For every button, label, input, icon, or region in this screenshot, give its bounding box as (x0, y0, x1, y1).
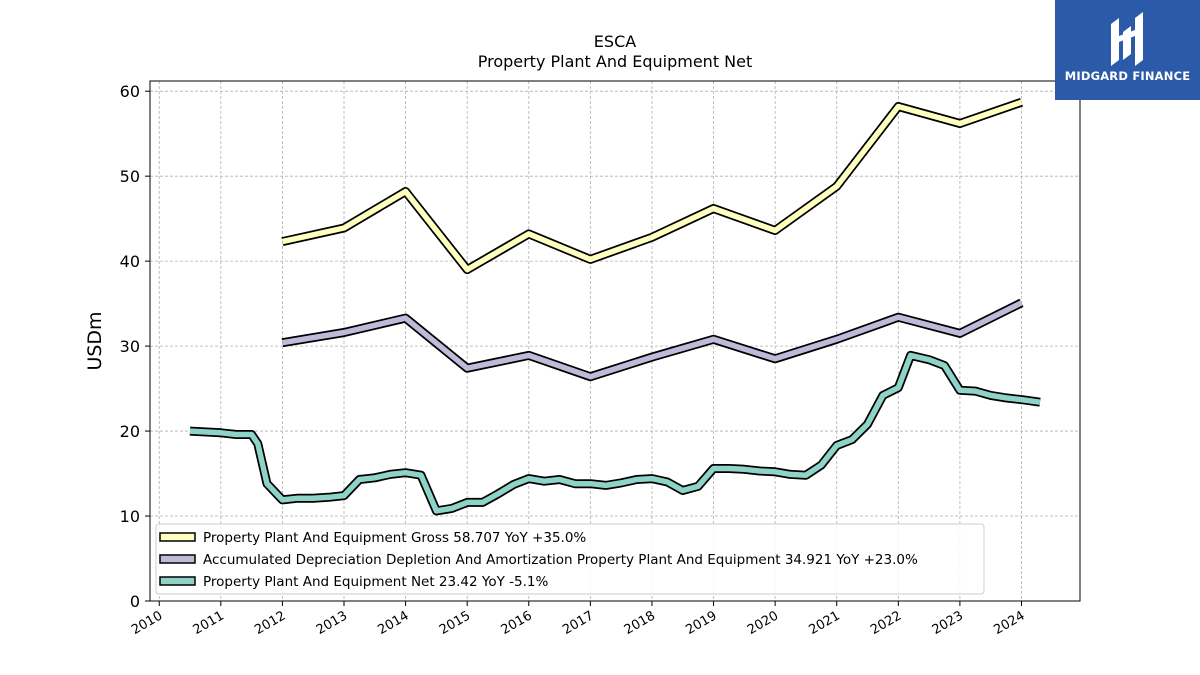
legend-swatch (159, 532, 196, 542)
y-axis-label: USDm (84, 311, 106, 370)
legend-swatch (159, 576, 196, 586)
x-tick-label: 2013 (314, 608, 350, 638)
x-tick-label: 2021 (807, 608, 843, 638)
y-tick-label: 50 (120, 167, 140, 186)
series-line-outline (189, 350, 1041, 516)
x-tick-label: 2015 (437, 608, 473, 638)
x-tick-label: 2011 (191, 608, 227, 638)
legend-item: Property Plant And Equipment Net 23.42 Y… (159, 574, 548, 590)
series-line (281, 298, 1024, 382)
x-tick-label: 2023 (930, 608, 966, 638)
x-tick-label: 2020 (745, 608, 781, 638)
y-tick-label: 40 (120, 252, 140, 271)
x-tick-label: 2016 (499, 608, 535, 638)
legend-item: Property Plant And Equipment Gross 58.70… (159, 530, 586, 546)
series-lines (189, 97, 1041, 516)
x-tick-label: 2019 (683, 608, 719, 638)
y-tick-label: 20 (120, 422, 140, 441)
x-tick-label: 2024 (991, 608, 1027, 638)
series-line (281, 97, 1023, 275)
x-tick-label: 2010 (129, 608, 165, 638)
midgard-logo-icon (1111, 12, 1143, 66)
grid (150, 81, 1080, 602)
x-tick-label: 2014 (375, 608, 411, 638)
chart-title: ESCA (593, 32, 637, 51)
x-tick-label: 2012 (252, 608, 288, 638)
legend-item: Accumulated Depreciation Depletion And A… (159, 552, 918, 568)
legend: Property Plant And Equipment Gross 58.70… (155, 523, 985, 595)
legend-box (155, 523, 985, 595)
plot-area-frame (149, 80, 1081, 602)
series-line-fill (189, 352, 1041, 514)
brand-name: MIDGARD FINANCE (1064, 69, 1191, 83)
x-tick-label: 2018 (622, 608, 658, 638)
legend-label: Property Plant And Equipment Gross 58.70… (203, 530, 586, 546)
x-tick-label: 2017 (560, 608, 596, 638)
y-tick-label: 30 (120, 337, 140, 356)
chart-subtitle: Property Plant And Equipment Net (477, 52, 753, 71)
y-tick-label: 60 (120, 82, 140, 101)
legend-swatch (159, 554, 196, 564)
legend-label: Property Plant And Equipment Net 23.42 Y… (203, 574, 548, 590)
y-tick-label: 0 (130, 592, 140, 611)
legend-label: Accumulated Depreciation Depletion And A… (203, 552, 918, 568)
series-line-fill (281, 99, 1023, 273)
series-line (189, 350, 1041, 516)
midgard-finance-logo: MIDGARD FINANCE (1055, 0, 1200, 100)
series-line-fill (281, 300, 1023, 380)
y-tick-label: 10 (120, 507, 140, 526)
x-tick-label: 2022 (868, 608, 904, 638)
